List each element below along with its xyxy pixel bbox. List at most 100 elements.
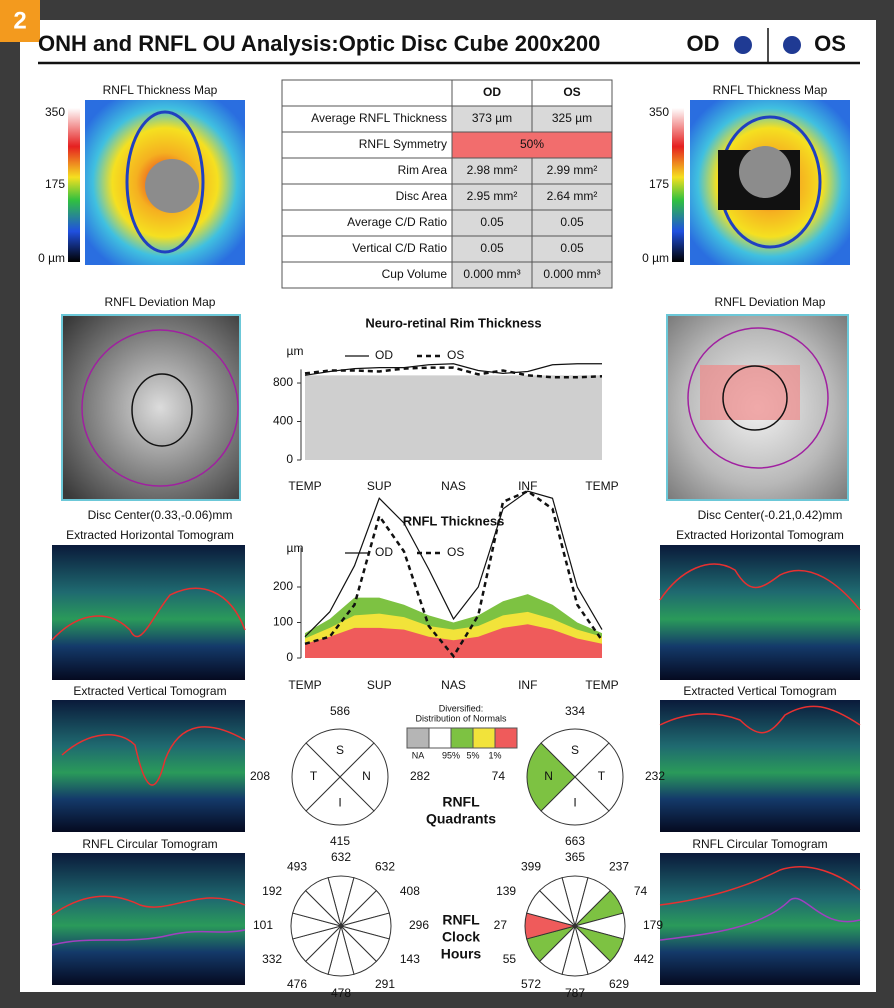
- table-value: 0.05: [480, 215, 504, 229]
- clock-value: 192: [262, 884, 282, 898]
- legend-label: OD: [375, 545, 393, 559]
- series-line: [304, 363, 602, 376]
- panel-title: RNFL Deviation Map: [105, 295, 216, 309]
- deviation-overlay: [700, 365, 800, 420]
- quadrant-label: T: [598, 769, 606, 783]
- section-label: RNFL: [442, 794, 480, 810]
- clock-value: 296: [409, 918, 429, 932]
- table-header: OS: [563, 85, 580, 99]
- map-disc: [145, 159, 199, 213]
- section-label: Quadrants: [426, 811, 496, 827]
- badge: 2: [13, 7, 26, 34]
- panel-title: RNFL Circular Tomogram: [82, 837, 217, 851]
- unit-label: µm: [287, 344, 304, 358]
- table-value: 2.95 mm²: [467, 189, 518, 203]
- cup-contour: [131, 373, 193, 447]
- table-cell: [531, 235, 613, 263]
- quadrant-value: 586: [330, 704, 350, 718]
- tomogram-boundary: [51, 929, 246, 946]
- normal-band: [305, 375, 602, 460]
- clock-value: 632: [375, 859, 395, 873]
- clock-value: 476: [287, 977, 307, 991]
- clock-value: 629: [609, 977, 629, 991]
- quadrant: [526, 742, 576, 812]
- quadrant-value: 334: [565, 704, 585, 718]
- scale-label: 0 µm: [38, 251, 65, 265]
- tomogram-boundary: [51, 895, 246, 916]
- chart-title: RNFL Thickness: [403, 513, 505, 528]
- section-label: Clock: [442, 929, 480, 945]
- table-cell: [531, 183, 613, 211]
- tomogram-boundary: [659, 563, 861, 611]
- tomogram: [52, 853, 245, 985]
- clock-value: 408: [400, 884, 420, 898]
- clock-value: 27: [494, 918, 508, 932]
- os-dot: [783, 36, 801, 54]
- deviation-circle: [687, 327, 829, 469]
- tomogram-boundary: [659, 705, 861, 734]
- table-value: 2.98 mm²: [467, 163, 518, 177]
- row-label: Average RNFL Thickness: [311, 111, 447, 125]
- table-value: 373 µm: [472, 111, 512, 125]
- table-value: 0.05: [480, 241, 504, 255]
- quadrant-label: I: [573, 796, 576, 810]
- quadrant-label: N: [544, 769, 553, 783]
- table-cell: [451, 157, 533, 185]
- x-tick-label: TEMP: [585, 479, 618, 493]
- clock-value: 179: [643, 918, 663, 932]
- od-label: OD: [687, 31, 720, 56]
- x-tick-label: NAS: [441, 479, 466, 493]
- tomogram-boundary: [51, 587, 246, 641]
- y-tick-label: 200: [273, 579, 293, 593]
- deviation-map: [666, 314, 849, 501]
- row-label: Average C/D Ratio: [347, 215, 447, 229]
- clock-value: 493: [287, 859, 307, 873]
- clock-value: 139: [496, 884, 516, 898]
- table-cell: [531, 157, 613, 185]
- row-label: Disc Area: [396, 189, 448, 203]
- legend-label: OS: [447, 545, 464, 559]
- table-cell: [451, 235, 533, 263]
- chart-title: Neuro-retinal Rim Thickness: [365, 315, 541, 330]
- table-value: 325 µm: [552, 111, 592, 125]
- tomogram-boundary: [61, 726, 246, 786]
- row-label: Vertical C/D Ratio: [352, 241, 447, 255]
- panel-title: Extracted Vertical Tomogram: [73, 684, 226, 698]
- tomogram-boundary: [659, 897, 861, 941]
- clock-value: 632: [331, 850, 351, 864]
- quadrant: [305, 776, 375, 826]
- tomogram: [52, 700, 245, 832]
- quadrant-value: 74: [492, 769, 506, 783]
- x-tick-label: INF: [518, 479, 537, 493]
- clock-value: 332: [262, 952, 282, 966]
- quadrant-value: 232: [645, 769, 665, 783]
- table-header: OD: [483, 85, 501, 99]
- clock-value: 399: [521, 859, 541, 873]
- scale-label: 175: [45, 177, 65, 191]
- tomogram: [660, 700, 860, 832]
- quadrant-label: S: [571, 743, 579, 757]
- panel-title: Extracted Horizontal Tomogram: [66, 528, 234, 542]
- quadrant-label: T: [310, 769, 318, 783]
- scale-label: 350: [45, 105, 65, 119]
- series-line: [304, 490, 603, 638]
- tomogram: [52, 545, 245, 680]
- panel-title: RNFL Circular Tomogram: [692, 837, 827, 851]
- panel-title: RNFL Thickness Map: [103, 83, 218, 97]
- table-cell: [531, 105, 613, 133]
- quadrant: [305, 728, 375, 778]
- section-label: Hours: [441, 946, 482, 962]
- row-label: Rim Area: [398, 163, 448, 177]
- clock-value: 74: [634, 884, 648, 898]
- section-label: RNFL: [442, 912, 480, 928]
- quadrant: [339, 742, 389, 812]
- legend-box: [494, 727, 518, 749]
- table-value: 0.000 mm³: [543, 267, 600, 281]
- x-tick-label: TEMP: [288, 479, 321, 493]
- map-disc: [739, 146, 791, 198]
- cup-contour: [722, 365, 788, 431]
- table-cell: [451, 209, 533, 237]
- y-tick-label: 0: [286, 452, 293, 466]
- legend-label: OS: [447, 348, 464, 362]
